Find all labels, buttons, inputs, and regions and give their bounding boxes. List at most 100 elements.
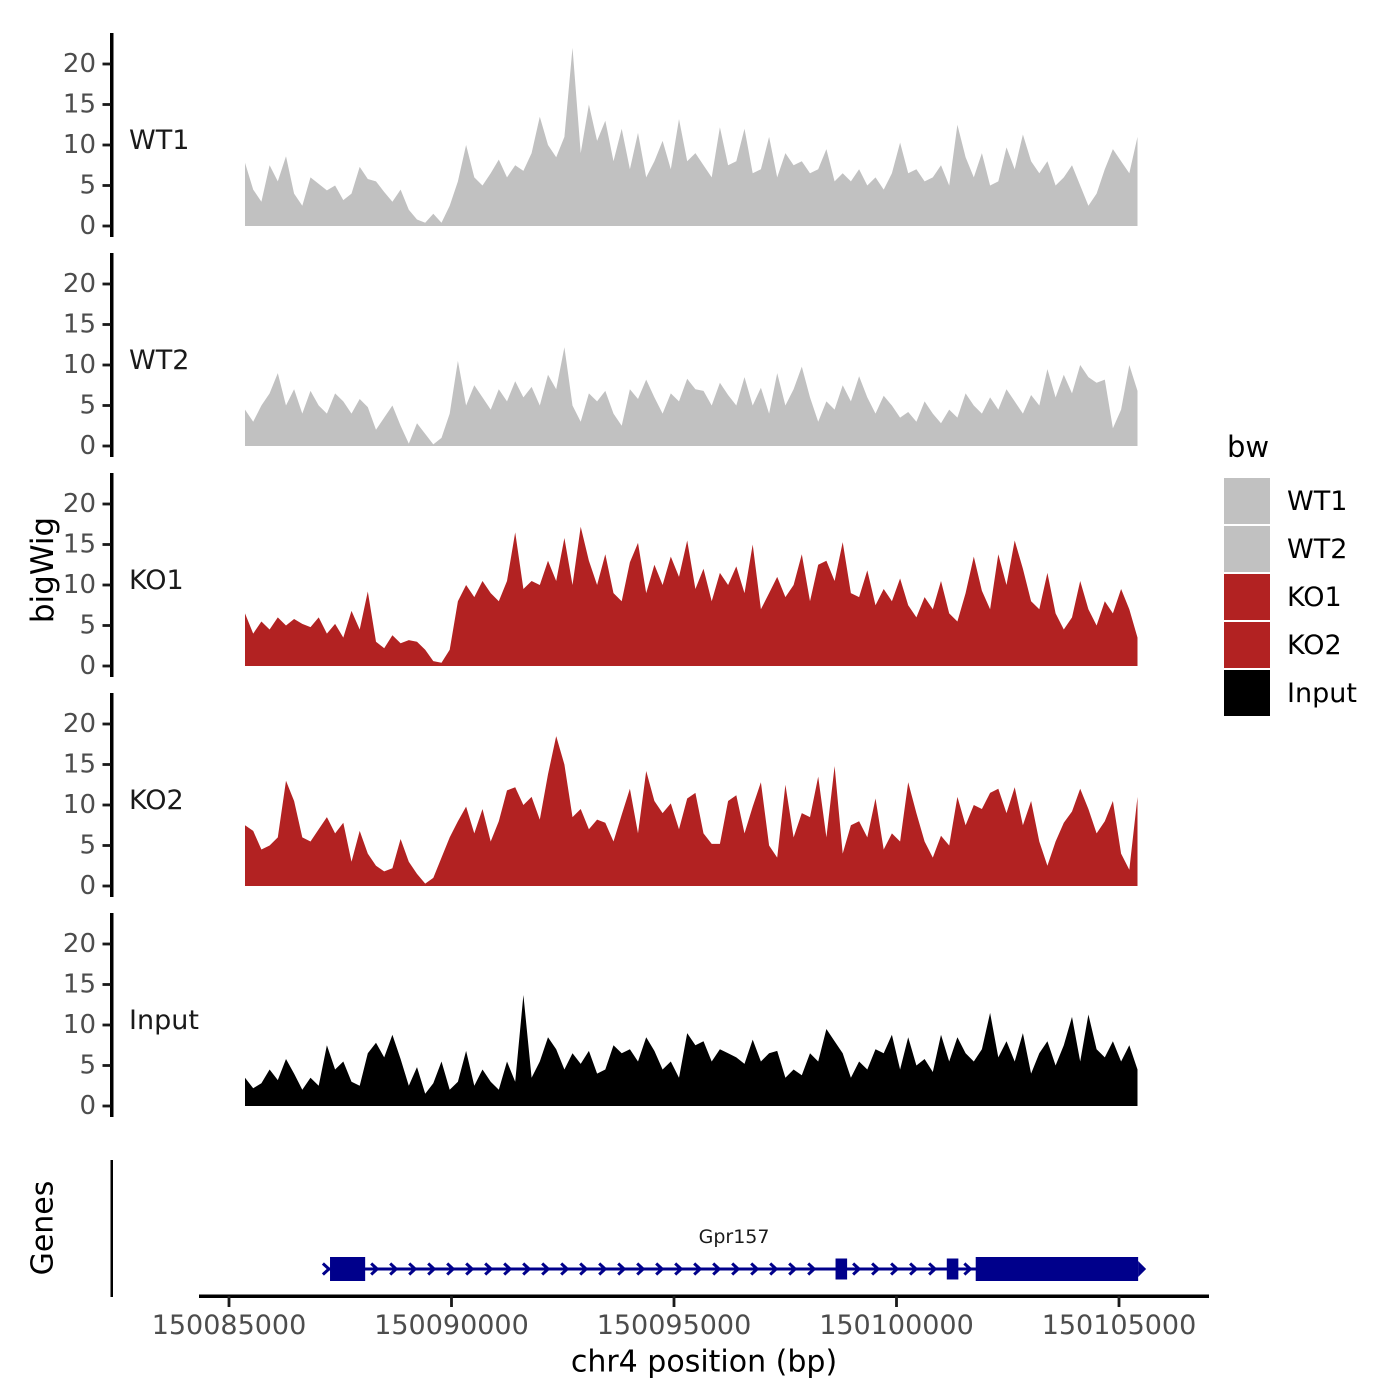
x-tick-150085000	[227, 1296, 231, 1307]
track-label-ko1: KO1	[129, 565, 184, 596]
legend-swatch-wt2	[1224, 526, 1270, 572]
y-axis-title-genes: Genes	[25, 1180, 61, 1276]
x-tick-label-150105000: 150105000	[1042, 1310, 1197, 1341]
y-tick-label-ko1-0: 0	[79, 651, 96, 681]
legend-item-wt2: WT2	[1224, 526, 1357, 572]
legend-label-ko2: KO2	[1287, 629, 1342, 661]
track-label-ko2: KO2	[129, 785, 184, 816]
legend-item-input: Input	[1224, 670, 1357, 716]
gene-strand-chevron-8	[522, 1262, 532, 1276]
gene-strand-chevron-22	[788, 1262, 798, 1276]
y-axis-title-bigwig: bigWig	[25, 516, 61, 624]
legend-title: bw	[1227, 430, 1270, 464]
legend-label-wt1: WT1	[1287, 485, 1348, 517]
y-tick-label-wt1-15: 15	[63, 90, 96, 120]
y-tick-label-input-10: 10	[63, 1010, 96, 1040]
y-tick-label-ko1-5: 5	[79, 611, 96, 641]
x-tick-label-150100000: 150100000	[819, 1310, 974, 1341]
gene-strand-chevron-2	[408, 1262, 418, 1276]
area-series-wt1	[245, 47, 1138, 226]
gene-strand-chevron-24	[852, 1262, 862, 1276]
y-tick-ko2-0	[102, 884, 111, 888]
y-tick-label-ko1-15: 15	[63, 530, 96, 560]
y-tick-ko1-20	[102, 502, 111, 506]
facet-axis-line-wt1	[110, 33, 114, 237]
y-tick-wt1-0	[102, 224, 111, 228]
x-tick-label-150095000: 150095000	[597, 1310, 752, 1341]
gene-strand-chevron-7	[503, 1262, 513, 1276]
gene-strand-chevron-18	[712, 1262, 722, 1276]
legend-item-ko2: KO2	[1224, 622, 1357, 668]
y-tick-wt2-15	[102, 323, 111, 326]
gene-strand-chevron-14	[636, 1262, 646, 1276]
x-tick-label-150085000: 150085000	[152, 1310, 307, 1341]
gene-strand-chevron-4	[446, 1262, 456, 1276]
x-tick-150090000	[450, 1296, 453, 1307]
x-tick-150105000	[1117, 1296, 1121, 1307]
track-label-input: Input	[129, 1005, 199, 1036]
y-tick-label-ko2-5: 5	[79, 831, 96, 861]
gene-strand-chevron-3	[427, 1262, 437, 1276]
area-series-input	[245, 995, 1138, 1106]
legend-swatch-input	[1224, 670, 1270, 716]
y-tick-ko2-20	[102, 722, 111, 726]
facet-axis-line-wt2	[110, 253, 114, 457]
area-series-ko2	[245, 736, 1138, 886]
y-tick-label-input-20: 20	[63, 929, 96, 959]
y-tick-label-ko1-10: 10	[63, 570, 96, 600]
y-tick-label-ko2-15: 15	[63, 750, 96, 780]
facet-axis-line-input	[110, 913, 114, 1117]
legend-label-input: Input	[1287, 677, 1357, 709]
y-tick-ko2-5	[102, 844, 111, 847]
legend-swatch-ko1	[1224, 574, 1270, 620]
gene-strand-chevron-1	[389, 1262, 399, 1276]
y-tick-input-15	[102, 983, 111, 986]
gene-strand-chevron-6	[484, 1262, 494, 1276]
gene-exon-2	[835, 1258, 848, 1280]
y-tick-label-wt2-10: 10	[63, 350, 96, 380]
x-tick-150095000	[672, 1296, 676, 1307]
gene-exon-4	[975, 1257, 1139, 1281]
x-tick-150100000	[895, 1296, 898, 1307]
y-tick-wt2-5	[102, 404, 111, 407]
y-tick-ko2-10	[102, 803, 111, 807]
y-tick-label-wt1-0: 0	[79, 211, 96, 241]
gene-name-label: Gpr157	[699, 1226, 770, 1248]
gene-end-arrow	[1138, 1261, 1147, 1277]
legend-swatch-ko2	[1224, 622, 1270, 668]
y-tick-label-wt2-5: 5	[79, 391, 96, 421]
area-series-ko1	[245, 526, 1138, 666]
y-tick-wt1-10	[102, 143, 111, 147]
x-tick-label-150090000: 150090000	[374, 1310, 529, 1341]
track-label-wt2: WT2	[129, 345, 189, 376]
gene-strand-chevron-26	[890, 1262, 900, 1276]
gene-strand-chevron-19	[731, 1262, 741, 1276]
y-tick-wt1-20	[102, 62, 111, 66]
y-tick-ko1-5	[102, 624, 111, 627]
gene-strand-chevron-12	[598, 1262, 608, 1276]
y-tick-label-input-0: 0	[79, 1091, 96, 1121]
gene-strand-chevron-0	[370, 1262, 380, 1276]
y-tick-input-0	[102, 1104, 111, 1108]
y-tick-label-wt2-15: 15	[63, 310, 96, 340]
legend-item-ko1: KO1	[1224, 574, 1357, 620]
gene-exon-3	[946, 1258, 959, 1280]
y-tick-ko1-15	[102, 543, 111, 546]
legend-item-wt1: WT1	[1224, 478, 1357, 524]
gene-strand-chevron-13	[617, 1262, 627, 1276]
gene-strand-chevron-17	[693, 1262, 703, 1276]
y-tick-label-input-5: 5	[79, 1051, 96, 1081]
y-tick-wt2-0	[102, 444, 111, 448]
genes-axis-line	[110, 1160, 113, 1297]
y-tick-label-ko1-20: 20	[63, 489, 96, 519]
gene-exon-1	[330, 1257, 366, 1281]
gene-strand-chevron-16	[674, 1262, 684, 1276]
y-tick-wt1-15	[102, 103, 111, 106]
legend-label-ko1: KO1	[1287, 581, 1342, 613]
facet-axis-line-ko1	[110, 473, 114, 677]
facet-axis-line-ko2	[110, 693, 114, 897]
y-tick-label-ko2-20: 20	[63, 709, 96, 739]
y-tick-label-wt2-0: 0	[79, 431, 96, 461]
